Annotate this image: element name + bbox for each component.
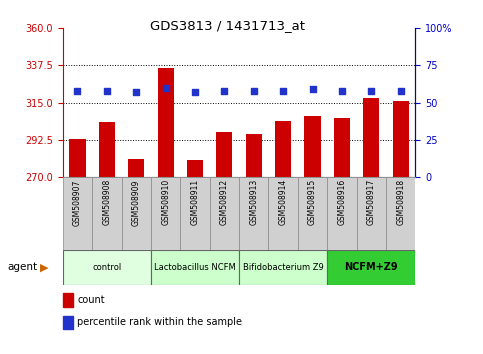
Text: Bifidobacterium Z9: Bifidobacterium Z9 bbox=[243, 263, 324, 272]
Bar bbox=[298, 177, 327, 250]
Text: ▶: ▶ bbox=[40, 262, 48, 272]
Point bbox=[368, 88, 375, 93]
Point bbox=[103, 88, 111, 93]
Bar bbox=[187, 160, 203, 177]
Point bbox=[250, 88, 257, 93]
Bar bbox=[92, 177, 122, 250]
Text: GSM508907: GSM508907 bbox=[73, 179, 82, 225]
Bar bbox=[239, 250, 327, 285]
Point bbox=[73, 88, 81, 93]
Text: GSM508908: GSM508908 bbox=[102, 179, 112, 225]
Text: GSM508911: GSM508911 bbox=[190, 179, 199, 225]
Point bbox=[132, 90, 140, 95]
Bar bbox=[151, 250, 239, 285]
Bar bbox=[246, 134, 262, 177]
Bar bbox=[239, 177, 269, 250]
Bar bbox=[216, 132, 232, 177]
Text: GSM508916: GSM508916 bbox=[338, 179, 346, 225]
Bar bbox=[210, 177, 239, 250]
Bar bbox=[180, 177, 210, 250]
Bar bbox=[269, 177, 298, 250]
Bar bbox=[304, 116, 321, 177]
Text: Lactobacillus NCFM: Lactobacillus NCFM bbox=[154, 263, 236, 272]
Point bbox=[397, 88, 405, 93]
Text: GSM508909: GSM508909 bbox=[132, 179, 141, 225]
Text: count: count bbox=[77, 295, 105, 305]
Text: GSM508913: GSM508913 bbox=[249, 179, 258, 225]
Bar bbox=[128, 159, 144, 177]
Point bbox=[309, 86, 316, 92]
Point bbox=[338, 88, 346, 93]
Text: GSM508910: GSM508910 bbox=[161, 179, 170, 225]
Text: agent: agent bbox=[7, 262, 37, 272]
Point bbox=[221, 88, 228, 93]
Point bbox=[279, 88, 287, 93]
Bar bbox=[275, 121, 291, 177]
Bar bbox=[386, 177, 415, 250]
Point bbox=[191, 90, 199, 95]
Text: GSM508912: GSM508912 bbox=[220, 179, 229, 225]
Bar bbox=[99, 122, 115, 177]
Text: NCFM+Z9: NCFM+Z9 bbox=[344, 262, 398, 272]
Bar bbox=[70, 139, 85, 177]
Bar bbox=[151, 177, 180, 250]
Text: control: control bbox=[92, 263, 122, 272]
Text: GSM508918: GSM508918 bbox=[396, 179, 405, 225]
Bar bbox=[327, 177, 356, 250]
Bar bbox=[157, 68, 174, 177]
Point bbox=[162, 85, 170, 91]
Text: GSM508915: GSM508915 bbox=[308, 179, 317, 225]
Bar bbox=[334, 118, 350, 177]
Bar bbox=[356, 177, 386, 250]
Text: GSM508917: GSM508917 bbox=[367, 179, 376, 225]
Bar bbox=[63, 177, 92, 250]
Bar bbox=[363, 98, 379, 177]
Text: percentile rank within the sample: percentile rank within the sample bbox=[77, 318, 242, 327]
Text: GSM508914: GSM508914 bbox=[279, 179, 288, 225]
Text: GDS3813 / 1431713_at: GDS3813 / 1431713_at bbox=[150, 19, 304, 33]
Bar bbox=[122, 177, 151, 250]
Bar bbox=[63, 250, 151, 285]
Bar bbox=[327, 250, 415, 285]
Bar bbox=[393, 101, 409, 177]
